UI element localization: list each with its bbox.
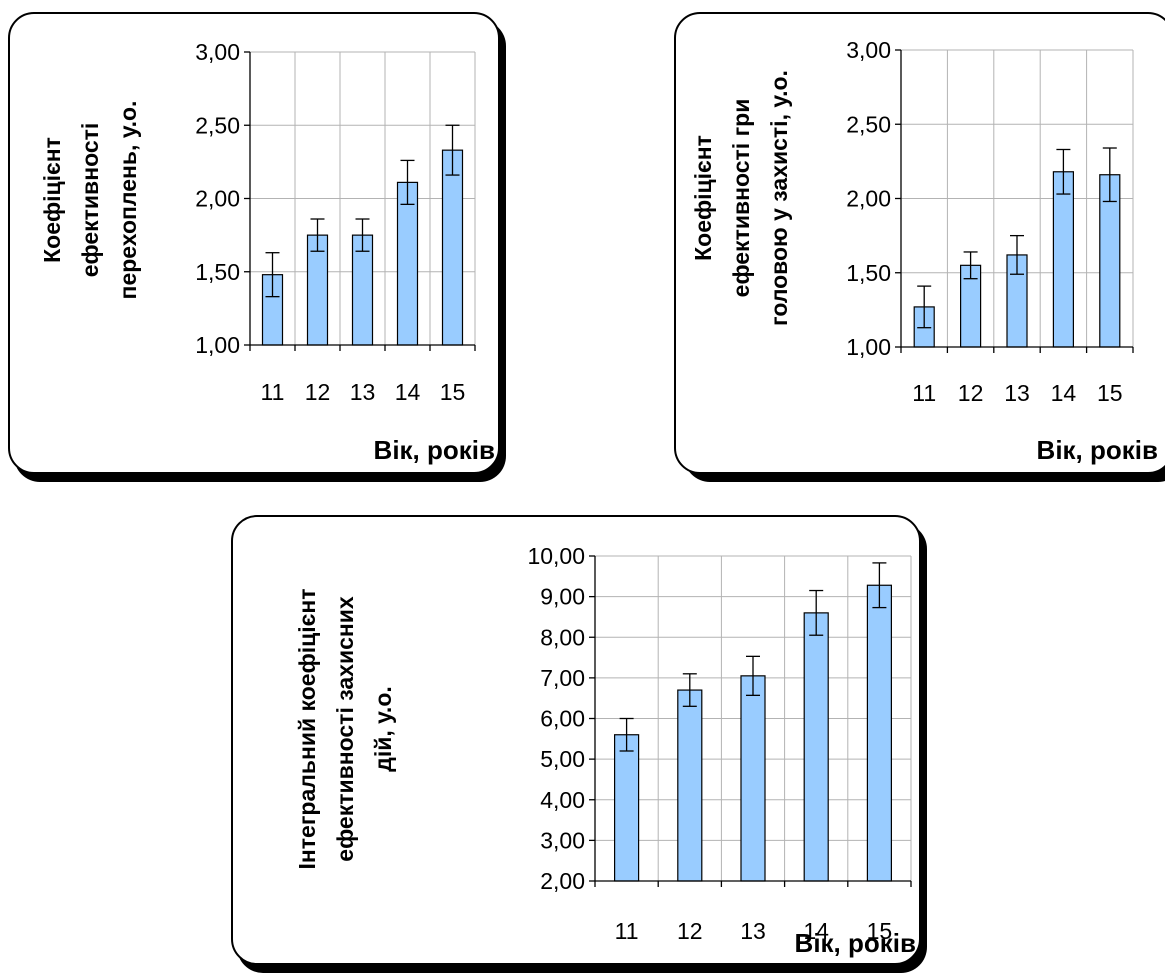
- y-tick-label: 2,50: [846, 111, 891, 137]
- y-axis-label: Інтегральний коефіцієнт ефективності захи…: [294, 588, 396, 869]
- y-tick-label: 2,50: [195, 112, 240, 138]
- x-tick-label: 12: [305, 379, 331, 405]
- y-tick-label: 9,00: [540, 584, 585, 610]
- x-axis-label: Вік, років: [1037, 435, 1158, 465]
- y-tick-label: 10,00: [527, 543, 585, 569]
- chart-panel-2: 1,00 1,50 2,00 2,50 3,00 11 12 13 14 15 Коефіцієнт…: [674, 12, 1165, 484]
- y-tick-label: 3,00: [195, 39, 240, 65]
- y-axis-label-line: Коефіцієнт: [39, 137, 65, 263]
- y-axis-label-line: перехоплень, у.о.: [115, 101, 141, 300]
- x-tick-label: 13: [1004, 380, 1030, 406]
- chart-panel-1: 1,00 1,50 2,00 2,50 3,00 11 12 13 14 15 Коефіцієнт…: [8, 12, 508, 484]
- y-tick-label: 2,00: [540, 868, 585, 894]
- x-tick-label: 13: [740, 918, 766, 944]
- y-axis-label-line: Коефіцієнт: [690, 135, 716, 261]
- x-tick-label: 14: [803, 918, 829, 944]
- bar-12: [677, 689, 703, 882]
- x-axis-label: Вік, років: [795, 928, 916, 958]
- y-tick-label: 3,00: [846, 37, 891, 63]
- bar-14: [803, 612, 829, 882]
- bar-15: [866, 584, 893, 882]
- y-axis-label-line: головою у захисті, у.о.: [766, 70, 792, 326]
- x-axis-label: Вік, років: [374, 435, 495, 465]
- y-tick-label: 1,00: [846, 334, 891, 360]
- y-tick-label: 5,00: [540, 746, 585, 772]
- panel-frame: [674, 12, 1165, 474]
- y-axis-label-line: ефективності гри: [728, 99, 754, 298]
- chart-3-svg: 2,00 3,00 4,00 5,00 6,00 7,00 8,00 9,00 10,00 11 1…: [294, 543, 916, 958]
- y-axis-label: Коефіцієнт ефективності гри головою у захи…: [690, 70, 792, 326]
- y-tick-label: 1,00: [195, 332, 240, 358]
- bar-11: [614, 734, 640, 882]
- y-tick-label: 7,00: [540, 665, 585, 691]
- bar-13: [740, 675, 766, 882]
- chart-1-svg: 1,00 1,50 2,00 2,50 3,00 11 12 13 14 15 Коефіцієнт…: [39, 39, 495, 465]
- bar-14: [1052, 171, 1074, 348]
- y-tick-label: 1,50: [846, 260, 891, 286]
- x-tick-label: 11: [615, 918, 639, 944]
- y-tick-label: 3,00: [540, 827, 585, 853]
- x-tick-label: 11: [261, 379, 285, 405]
- x-tick-label: 14: [1051, 380, 1077, 406]
- y-axis-label-line: ефективності захисних: [332, 596, 358, 862]
- x-tick-label: 15: [867, 918, 893, 944]
- y-tick-label: 4,00: [540, 787, 585, 813]
- y-tick-label: 2,00: [195, 186, 240, 212]
- x-tick-label: 12: [958, 380, 984, 406]
- y-axis-label-line: ефективності: [77, 123, 103, 278]
- x-tick-label: 13: [350, 379, 376, 405]
- y-axis-label-line: Інтегральний коефіцієнт: [294, 588, 320, 869]
- y-tick-label: 1,50: [195, 259, 240, 285]
- chart-2-svg: 1,00 1,50 2,00 2,50 3,00 11 12 13 14 15 Коефіцієнт…: [690, 37, 1158, 465]
- x-tick-label: 15: [1097, 380, 1123, 406]
- y-tick-label: 2,00: [846, 186, 891, 212]
- x-tick-label: 12: [677, 918, 703, 944]
- x-tick-label: 15: [440, 379, 466, 405]
- y-tick-label: 6,00: [540, 706, 585, 732]
- x-tick-label: 11: [912, 380, 936, 406]
- x-tick-label: 14: [395, 379, 421, 405]
- y-axis-label-line: дій, у.о.: [370, 686, 396, 772]
- bar-15: [441, 149, 464, 346]
- bar-14: [396, 181, 419, 346]
- chart-panel-3: 2,00 3,00 4,00 5,00 6,00 7,00 8,00 9,00 10,00 11 1…: [231, 515, 929, 976]
- y-tick-label: 8,00: [540, 624, 585, 650]
- y-axis-label: Коефіцієнт ефективності перехоплень, у.о.: [39, 101, 141, 300]
